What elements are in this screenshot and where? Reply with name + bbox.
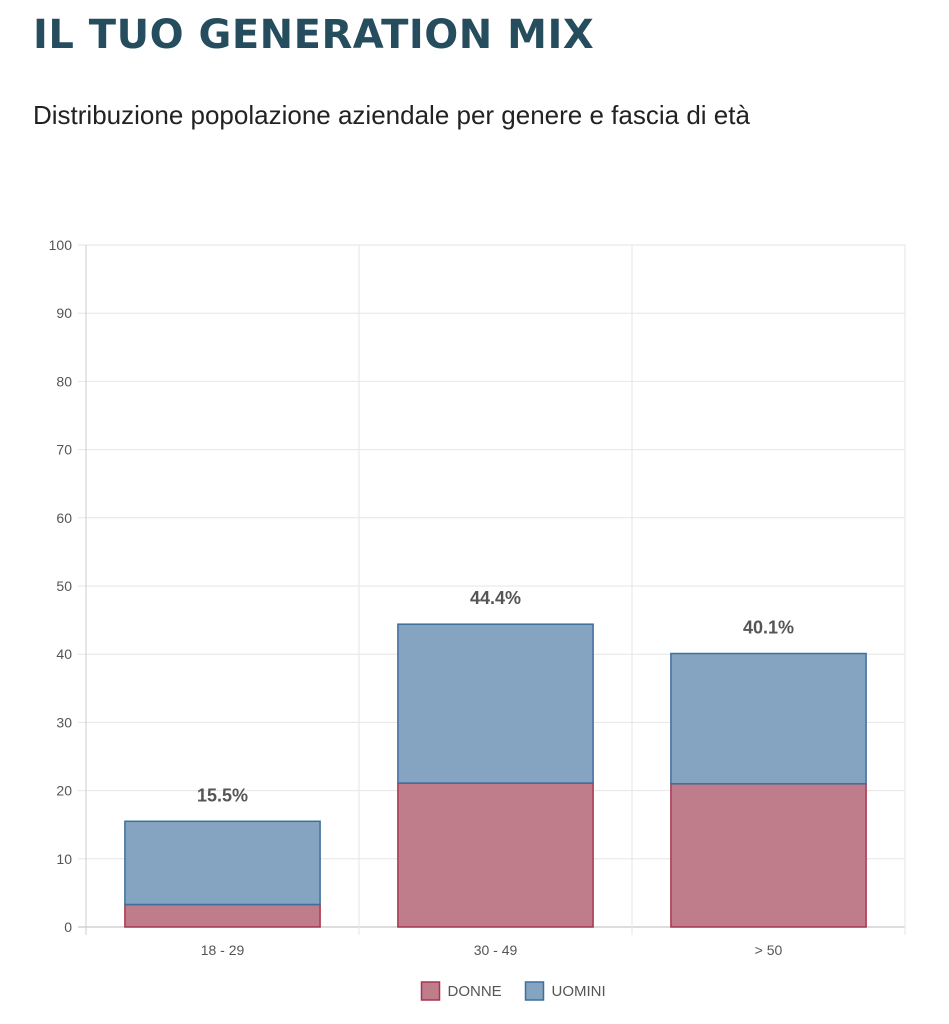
legend-label: DONNE (448, 983, 502, 1000)
x-tick-label: 30 - 49 (474, 942, 518, 958)
grid-lines (78, 244, 906, 935)
y-tick-label: 30 (56, 714, 72, 730)
bar-uomini-3[interactable] (670, 652, 867, 785)
y-tick-label: 60 (56, 510, 72, 526)
page-subtitle: Distribuzione popolazione aziendale per … (33, 100, 750, 130)
y-tick-label: 40 (56, 646, 72, 662)
bar-total-label: 40.1% (743, 618, 794, 638)
bar-donne-2[interactable] (397, 782, 594, 928)
page-title: IL TUO GENERATION MIX (33, 12, 595, 58)
axes: 0 10 20 30 40 50 60 70 80 90 100 18 - 29 30 - 49 > 50 (49, 237, 783, 958)
y-tick-label: 0 (64, 919, 72, 935)
x-tick-label: 18 - 29 (201, 942, 245, 958)
legend[interactable]: DONNE UOMINI (420, 981, 606, 1001)
labels: 15.5% 44.4% 40.1% (197, 588, 794, 805)
y-tick-label: 50 (56, 578, 72, 594)
legend-item-donne[interactable]: DONNE (420, 981, 502, 1001)
bar-donne-3[interactable] (670, 783, 867, 928)
y-tick-label: 10 (56, 851, 72, 867)
legend-swatch (420, 981, 441, 1001)
legend-item-uomini[interactable]: UOMINI (524, 981, 606, 1001)
bars (124, 623, 867, 928)
y-tick-label: 90 (56, 305, 72, 321)
y-tick-label: 100 (49, 237, 73, 253)
bar-uomini-1[interactable] (124, 820, 321, 906)
bar-total-label: 15.5% (197, 785, 248, 805)
y-tick-label: 70 (56, 442, 72, 458)
legend-label: UOMINI (552, 983, 606, 1000)
x-tick-label: > 50 (755, 942, 783, 958)
y-tick-label: 80 (56, 373, 72, 389)
legend-swatch (524, 981, 545, 1001)
y-tick-label: 20 (56, 783, 72, 799)
bar-donne-1[interactable] (124, 903, 321, 928)
bar-total-label: 44.4% (470, 588, 521, 608)
bar-uomini-2[interactable] (397, 623, 594, 784)
